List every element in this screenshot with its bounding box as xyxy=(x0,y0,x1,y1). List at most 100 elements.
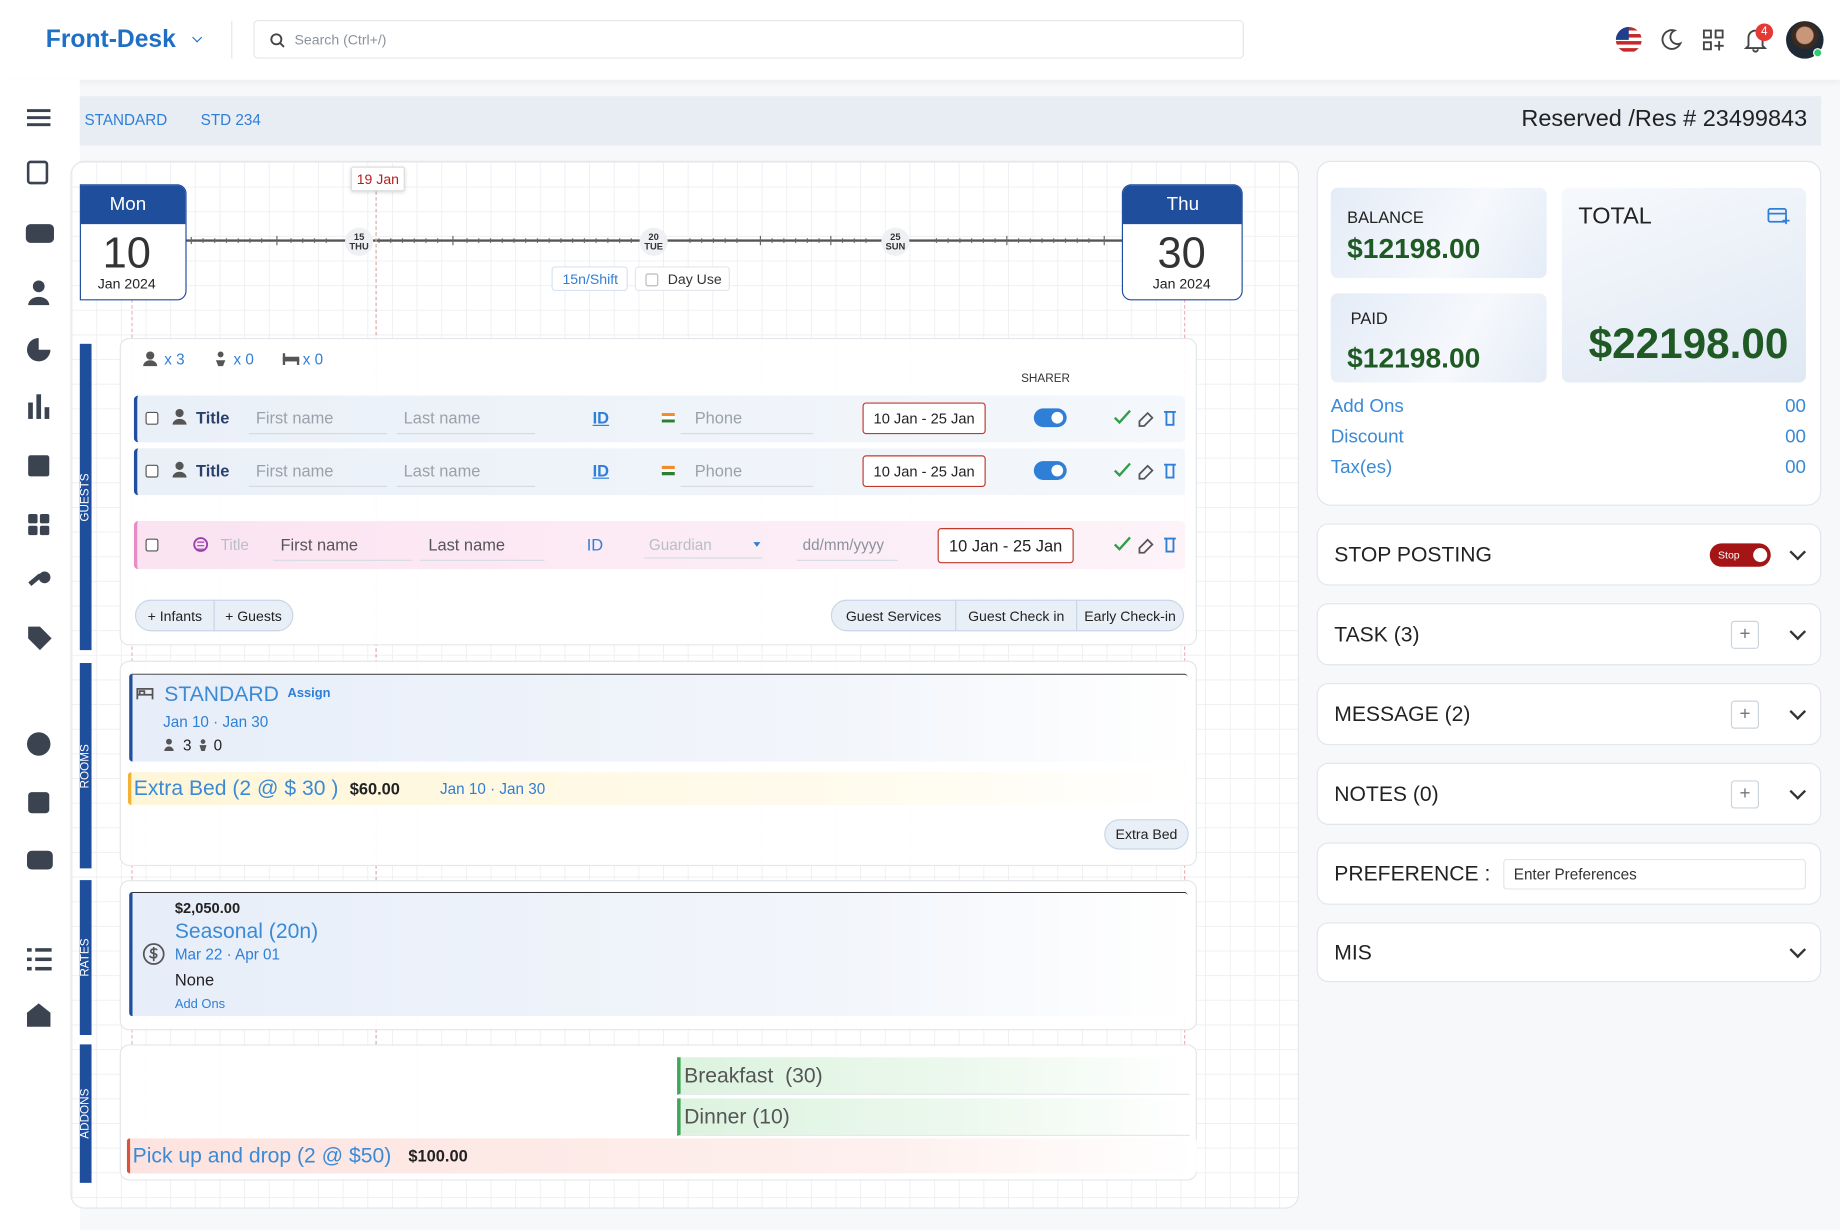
first-name-placeholder: First name xyxy=(255,461,334,480)
rate-icon xyxy=(142,943,165,965)
discount-value: 00 xyxy=(1785,427,1806,448)
sidebar xyxy=(0,79,80,1230)
message-panel[interactable]: MESSAGE (2) + xyxy=(1316,682,1822,746)
expand-chevron[interactable] xyxy=(1789,543,1807,560)
row-actions[interactable] xyxy=(1113,535,1180,554)
add-guests-button[interactable]: + Guests xyxy=(213,599,294,632)
toggle-knob xyxy=(1753,548,1768,563)
add-button[interactable]: + xyxy=(1730,620,1760,649)
title-select[interactable]: Title xyxy=(195,408,230,428)
stop-posting-panel[interactable]: STOP POSTING Stop xyxy=(1316,523,1822,586)
preference-panel: PREFERENCE : Enter Preferences xyxy=(1316,842,1822,905)
guest-services-button[interactable]: Guest Services xyxy=(830,599,957,632)
early-check-in-button[interactable]: Early Check-in xyxy=(1076,599,1185,632)
end-month: Jan 2024 xyxy=(1152,275,1211,293)
expand-chevron[interactable] xyxy=(1789,623,1807,640)
balance-box xyxy=(1330,187,1547,279)
first-name-input[interactable] xyxy=(248,485,388,487)
end-date-head xyxy=(1123,185,1242,225)
today-label: 19 Jan xyxy=(356,171,399,188)
brand[interactable]: Front-Desk xyxy=(45,25,176,53)
rate-block xyxy=(129,891,1188,1017)
room-number-select[interactable]: STD 234 xyxy=(200,110,261,129)
stop-toggle-label: Stop xyxy=(1717,549,1740,561)
stay-dates[interactable]: 10 Jan - 25 Jan xyxy=(937,528,1074,564)
rate-note: None xyxy=(174,970,215,990)
expand-chevron[interactable] xyxy=(1789,941,1807,958)
assign-link[interactable]: Assign xyxy=(287,686,331,701)
extra-bed-button[interactable]: Extra Bed xyxy=(1104,819,1189,850)
guardian-select[interactable] xyxy=(644,557,763,559)
nights-chip[interactable]: 15n/Shift xyxy=(551,266,628,292)
addon-row xyxy=(677,1057,1190,1095)
first-name-placeholder: First name xyxy=(255,408,334,428)
expand-chevron[interactable] xyxy=(1789,702,1807,720)
card-icon[interactable] xyxy=(1767,207,1790,226)
mis-panel[interactable]: MIS xyxy=(1316,922,1822,983)
extra-bed-amount: $60.00 xyxy=(349,779,400,798)
panel-title: TASK (3) xyxy=(1334,621,1420,646)
stay-dates[interactable]: 10 Jan - 25 Jan xyxy=(862,455,986,487)
phone-input[interactable] xyxy=(680,433,814,435)
theme-icon[interactable] xyxy=(1659,28,1683,51)
adults-count[interactable]: x 3 xyxy=(164,350,185,368)
phone-flag[interactable] xyxy=(661,465,675,476)
child-checkbox[interactable] xyxy=(145,538,159,552)
stay-dates[interactable]: 10 Jan - 25 Jan xyxy=(862,402,986,435)
row-actions[interactable] xyxy=(1113,408,1180,427)
title-select[interactable]: Title xyxy=(220,535,249,554)
add-infants-button[interactable]: + Infants xyxy=(134,599,215,632)
last-name-input[interactable] xyxy=(396,433,536,435)
expand-chevron[interactable] xyxy=(1789,782,1807,800)
tick-weekday: SUN xyxy=(885,241,906,252)
preference-input[interactable]: Enter Preferences xyxy=(1503,858,1806,890)
id-link[interactable]: ID xyxy=(586,535,604,554)
notes-panel[interactable]: NOTES (0) + xyxy=(1316,762,1822,825)
row-actions[interactable] xyxy=(1113,461,1180,480)
dob-input[interactable] xyxy=(796,559,898,561)
last-name-input[interactable] xyxy=(420,559,545,561)
tax-value: 00 xyxy=(1785,457,1806,478)
phone-input[interactable] xyxy=(680,485,814,487)
id-link[interactable]: ID xyxy=(592,461,610,480)
apps-icon[interactable] xyxy=(1702,29,1724,51)
extra-bed-count[interactable]: x 0 xyxy=(302,350,324,368)
brand-chevron[interactable] xyxy=(192,32,203,43)
guest-check-in-button[interactable]: Guest Check in xyxy=(955,599,1078,632)
last-name-input[interactable] xyxy=(396,485,536,487)
phone-flag[interactable] xyxy=(661,413,675,423)
task-panel[interactable]: TASK (3) + xyxy=(1316,603,1822,666)
guardian-caret xyxy=(753,542,761,547)
rate-addons-link[interactable]: Add Ons xyxy=(174,997,226,1012)
id-link[interactable]: ID xyxy=(592,408,610,428)
tick-day: 20 xyxy=(648,231,659,243)
top-bar: Front-Desk Search (Ctrl+/) 4 xyxy=(0,0,1840,80)
sharer-toggle[interactable] xyxy=(1033,408,1067,428)
panel-title: PREFERENCE : xyxy=(1334,861,1491,885)
day-use[interactable]: Day Use xyxy=(634,266,730,292)
room-type-select[interactable]: STANDARD xyxy=(84,110,168,129)
start-date-head xyxy=(80,185,186,225)
guest-checkbox[interactable] xyxy=(145,464,159,478)
room-dates: Jan 10 · Jan 30 xyxy=(163,712,269,731)
first-name-placeholder: First name xyxy=(280,535,359,554)
stop-toggle[interactable]: Stop xyxy=(1709,543,1771,567)
sidebar-icons[interactable] xyxy=(23,103,56,1065)
add-button[interactable]: + xyxy=(1730,699,1760,729)
title-select[interactable]: Title xyxy=(195,461,230,480)
sharer-toggle[interactable] xyxy=(1033,461,1067,480)
panel-title: STOP POSTING xyxy=(1334,542,1492,566)
guest-checkbox[interactable] xyxy=(145,411,159,425)
first-name-input[interactable] xyxy=(248,433,388,435)
tick-bubble: 20 TUE xyxy=(639,227,668,256)
flag-icon[interactable] xyxy=(1615,26,1643,54)
search-box[interactable]: Search (Ctrl+/) xyxy=(253,19,1244,59)
first-name-input[interactable] xyxy=(273,559,412,561)
start-day: 10 xyxy=(102,228,151,277)
day-use-checkbox[interactable] xyxy=(645,273,659,287)
last-name-placeholder: Last name xyxy=(403,408,481,428)
add-button[interactable]: + xyxy=(1730,779,1760,808)
children-count[interactable]: x 0 xyxy=(233,350,254,368)
